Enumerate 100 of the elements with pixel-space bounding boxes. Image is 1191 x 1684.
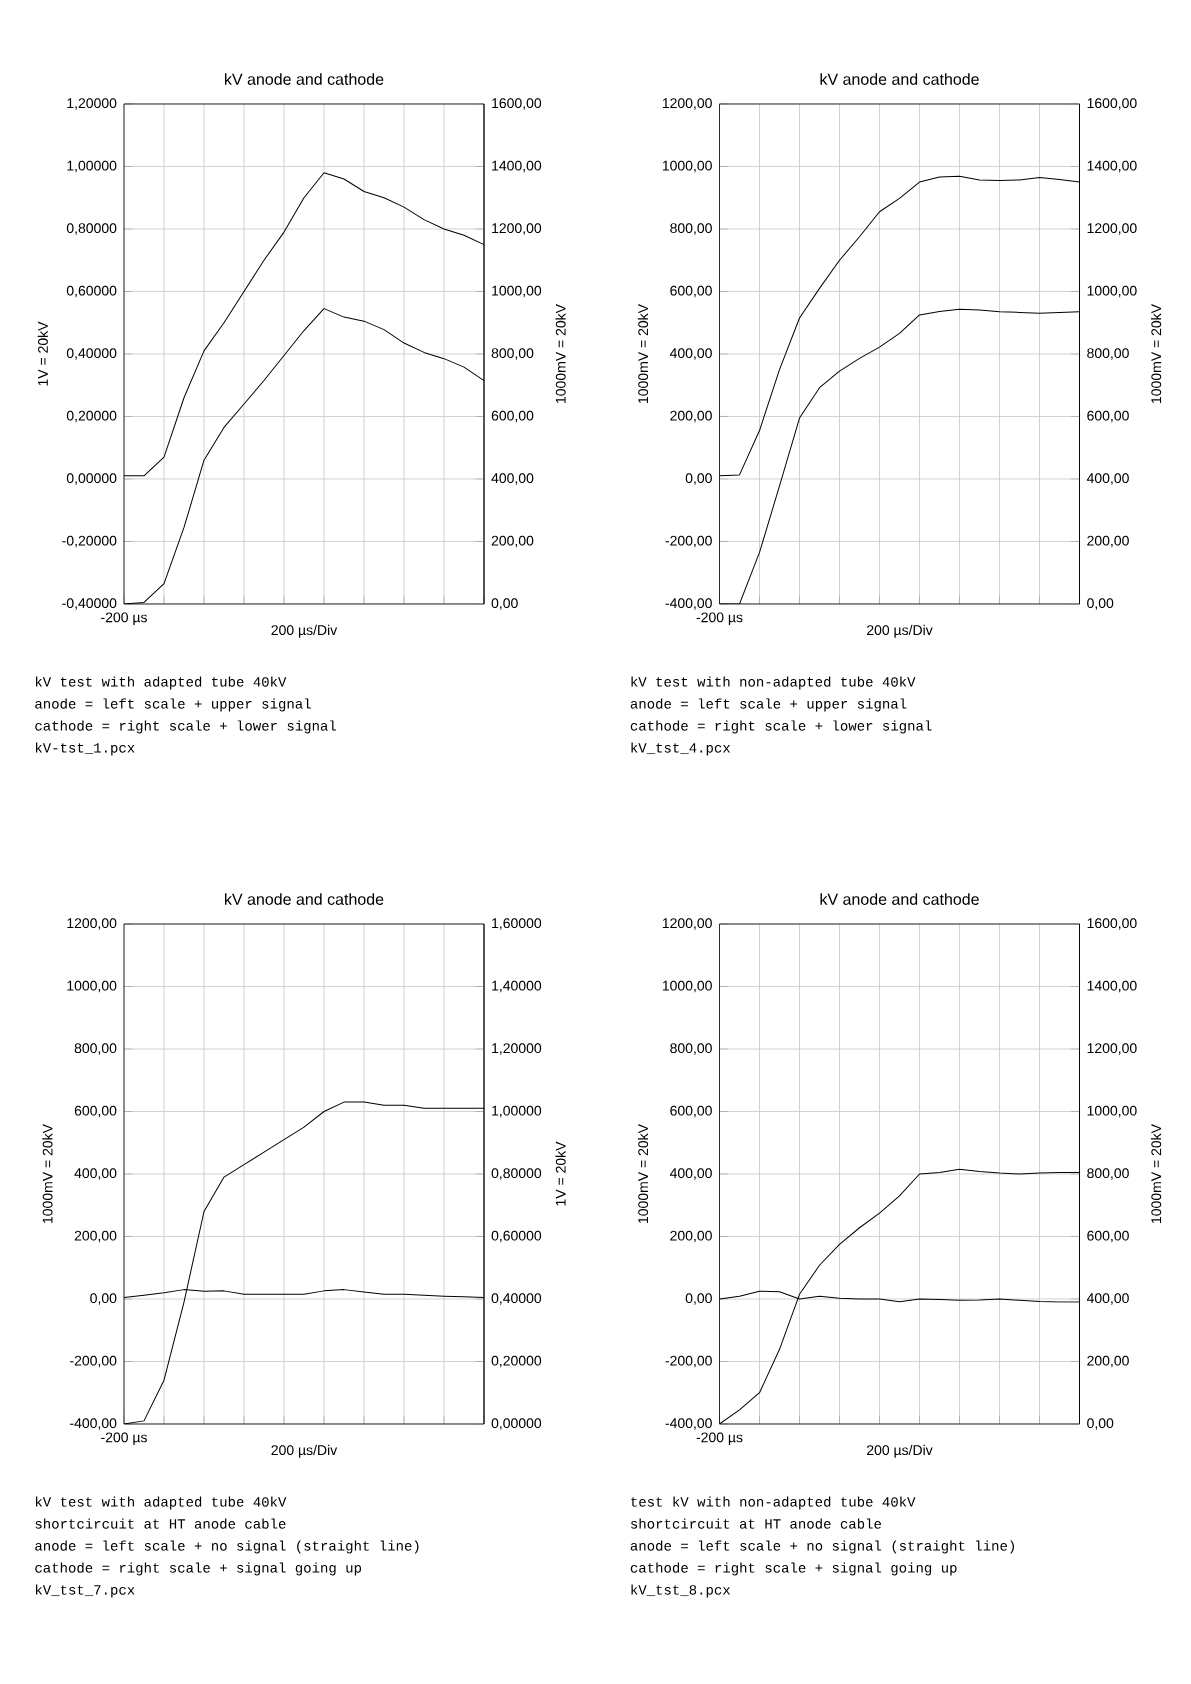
text: anode = left scale + upper signal bbox=[35, 698, 311, 712]
y2-tick-label: 0,00 bbox=[1087, 1418, 1114, 1430]
y2-tick-label: 1,60000 bbox=[492, 918, 542, 930]
y2-tick-label: 200,00 bbox=[1087, 535, 1129, 548]
text: kV-tst_1.pcx bbox=[36, 742, 135, 756]
chart-title: kV anode and cathode bbox=[225, 73, 384, 85]
text: anode = left scale + no signal (straight line) bbox=[630, 1540, 1014, 1554]
y2-tick-label: 0,80000 bbox=[491, 1168, 542, 1180]
y2-tick-label: 1000,00 bbox=[1087, 1105, 1137, 1118]
y-tick-label: 1200,00 bbox=[67, 918, 117, 930]
y-tick-label: 1000,00 bbox=[662, 160, 712, 173]
y2-tick-label: 1,40000 bbox=[492, 980, 542, 993]
text: -200 µs bbox=[696, 612, 743, 626]
y-axis-title: 1000mV = 20kV bbox=[42, 1124, 53, 1223]
y-tick-label: -400,00 bbox=[665, 1418, 712, 1430]
y2-tick-label: 1000,00 bbox=[492, 285, 542, 298]
y-tick-label: 0,00000 bbox=[66, 473, 117, 485]
y2-axis-title: 1V = 20kV bbox=[555, 1141, 566, 1206]
y2-axis-title: 1000mV = 20kV bbox=[1150, 1124, 1162, 1223]
y2-axis-title: 1000mV = 20kV bbox=[555, 304, 566, 403]
text: kV test with adapted tube 40kV bbox=[36, 1496, 287, 1510]
y-tick-label: 1200,00 bbox=[662, 98, 712, 110]
y-tick-label: 800,00 bbox=[670, 223, 712, 235]
text: anode = left scale + no signal (straight line) bbox=[35, 1540, 419, 1554]
y-axis-title: 1000mV = 20kV bbox=[637, 1124, 649, 1223]
y2-tick-label: 1200,00 bbox=[1087, 223, 1137, 235]
y-tick-label: 0,00 bbox=[685, 1293, 712, 1305]
x-axis-title: 200 µs/Div bbox=[866, 624, 933, 638]
text: cathode = right scale + lower signal bbox=[630, 720, 932, 734]
y-tick-label: 400,00 bbox=[74, 1168, 117, 1180]
y2-tick-label: 600,00 bbox=[491, 410, 534, 423]
x-axis-title: 200 µs/Div bbox=[866, 1444, 933, 1458]
y-tick-label: 800,00 bbox=[74, 1043, 117, 1055]
y-tick-label: 0,00 bbox=[90, 1293, 117, 1305]
y-tick-label: -200,00 bbox=[665, 535, 712, 548]
y2-tick-label: 1600,00 bbox=[1087, 98, 1137, 110]
y-tick-label: -400,00 bbox=[70, 1418, 117, 1430]
text: kV_tst_7.pcx bbox=[36, 1584, 135, 1598]
y2-tick-label: 200,00 bbox=[491, 535, 534, 548]
y-tick-label: -400,00 bbox=[665, 598, 712, 610]
y-tick-label: 200,00 bbox=[670, 1230, 712, 1243]
x-axis-title: 200 µs/Div bbox=[271, 1444, 338, 1458]
y-tick-label: 0,60000 bbox=[66, 285, 117, 298]
y2-tick-label: 0,00 bbox=[491, 598, 518, 610]
y2-tick-label: 800,00 bbox=[1087, 1168, 1129, 1180]
text: -200 µs bbox=[696, 1432, 743, 1446]
text: cathode = right scale + lower signal bbox=[35, 720, 337, 734]
text: test kV with non-adapted tube 40kV bbox=[631, 1496, 916, 1510]
y-tick-label: 400,00 bbox=[669, 348, 712, 360]
y2-tick-label: 1,20000 bbox=[492, 1043, 542, 1055]
text: kV_tst_8.pcx bbox=[631, 1584, 731, 1598]
y2-tick-label: 1400,00 bbox=[1087, 980, 1137, 993]
y2-tick-label: 400,00 bbox=[1086, 473, 1129, 485]
y-tick-label: 0,80000 bbox=[66, 223, 117, 235]
y-tick-label: 0,00 bbox=[685, 473, 712, 485]
y2-tick-label: 0,40000 bbox=[491, 1293, 542, 1305]
y2-tick-label: 1400,00 bbox=[1087, 160, 1137, 173]
y-tick-label: 200,00 bbox=[74, 1230, 117, 1243]
y2-tick-label: 1400,00 bbox=[492, 160, 542, 173]
y-tick-label: 1,00000 bbox=[67, 160, 117, 173]
y-tick-label: 600,00 bbox=[74, 1105, 117, 1118]
y2-tick-label: 1200,00 bbox=[492, 223, 542, 235]
y2-tick-label: 1,00000 bbox=[492, 1105, 542, 1118]
y-tick-label: 600,00 bbox=[670, 285, 712, 298]
y2-tick-label: 800,00 bbox=[1087, 348, 1129, 360]
chart-title: kV anode and cathode bbox=[225, 893, 384, 905]
y-tick-label: 800,00 bbox=[670, 1043, 712, 1055]
y2-axis-title: 1000mV = 20kV bbox=[1150, 304, 1162, 403]
y2-tick-label: 1000,00 bbox=[1087, 285, 1137, 298]
text: -200 µs bbox=[101, 1432, 147, 1446]
y-tick-label: 0,20000 bbox=[66, 410, 117, 423]
chart-title: kV anode and cathode bbox=[820, 73, 979, 85]
y-tick-label: -0,40000 bbox=[62, 598, 117, 610]
y2-tick-label: 0,20000 bbox=[491, 1355, 542, 1368]
y-tick-label: -0,20000 bbox=[62, 535, 117, 548]
y-tick-label: 1200,00 bbox=[662, 918, 712, 930]
text: kV test with adapted tube 40kV bbox=[36, 676, 287, 690]
y2-tick-label: 400,00 bbox=[491, 473, 534, 485]
y2-tick-label: 600,00 bbox=[1087, 1230, 1129, 1243]
text: kV test with non-adapted tube 40kV bbox=[631, 676, 916, 690]
y2-tick-label: 0,00000 bbox=[491, 1418, 542, 1430]
y2-tick-label: 0,00 bbox=[1087, 598, 1114, 610]
y-tick-label: 1000,00 bbox=[67, 980, 117, 993]
text: kV_tst_4.pcx bbox=[631, 742, 731, 756]
y-tick-label: 400,00 bbox=[669, 1168, 712, 1180]
y2-tick-label: 0,60000 bbox=[491, 1230, 542, 1243]
y-tick-label: -200,00 bbox=[665, 1355, 712, 1368]
y-tick-label: 1000,00 bbox=[662, 980, 712, 993]
y2-tick-label: 1600,00 bbox=[1087, 918, 1137, 930]
text: shortcircuit at HT anode cable bbox=[631, 1518, 881, 1529]
text: cathode = right scale + signal going up bbox=[630, 1562, 957, 1576]
text: anode = left scale + upper signal bbox=[630, 698, 907, 712]
text: -200 µs bbox=[101, 612, 147, 626]
y2-tick-label: 1600,00 bbox=[492, 98, 542, 110]
y2-tick-label: 200,00 bbox=[1087, 1355, 1129, 1368]
y2-tick-label: 400,00 bbox=[1086, 1293, 1129, 1305]
chart-title: kV anode and cathode bbox=[820, 893, 979, 905]
y-tick-label: 200,00 bbox=[670, 410, 712, 423]
y-tick-label: 600,00 bbox=[670, 1105, 712, 1118]
y-tick-label: 1,20000 bbox=[67, 98, 117, 110]
